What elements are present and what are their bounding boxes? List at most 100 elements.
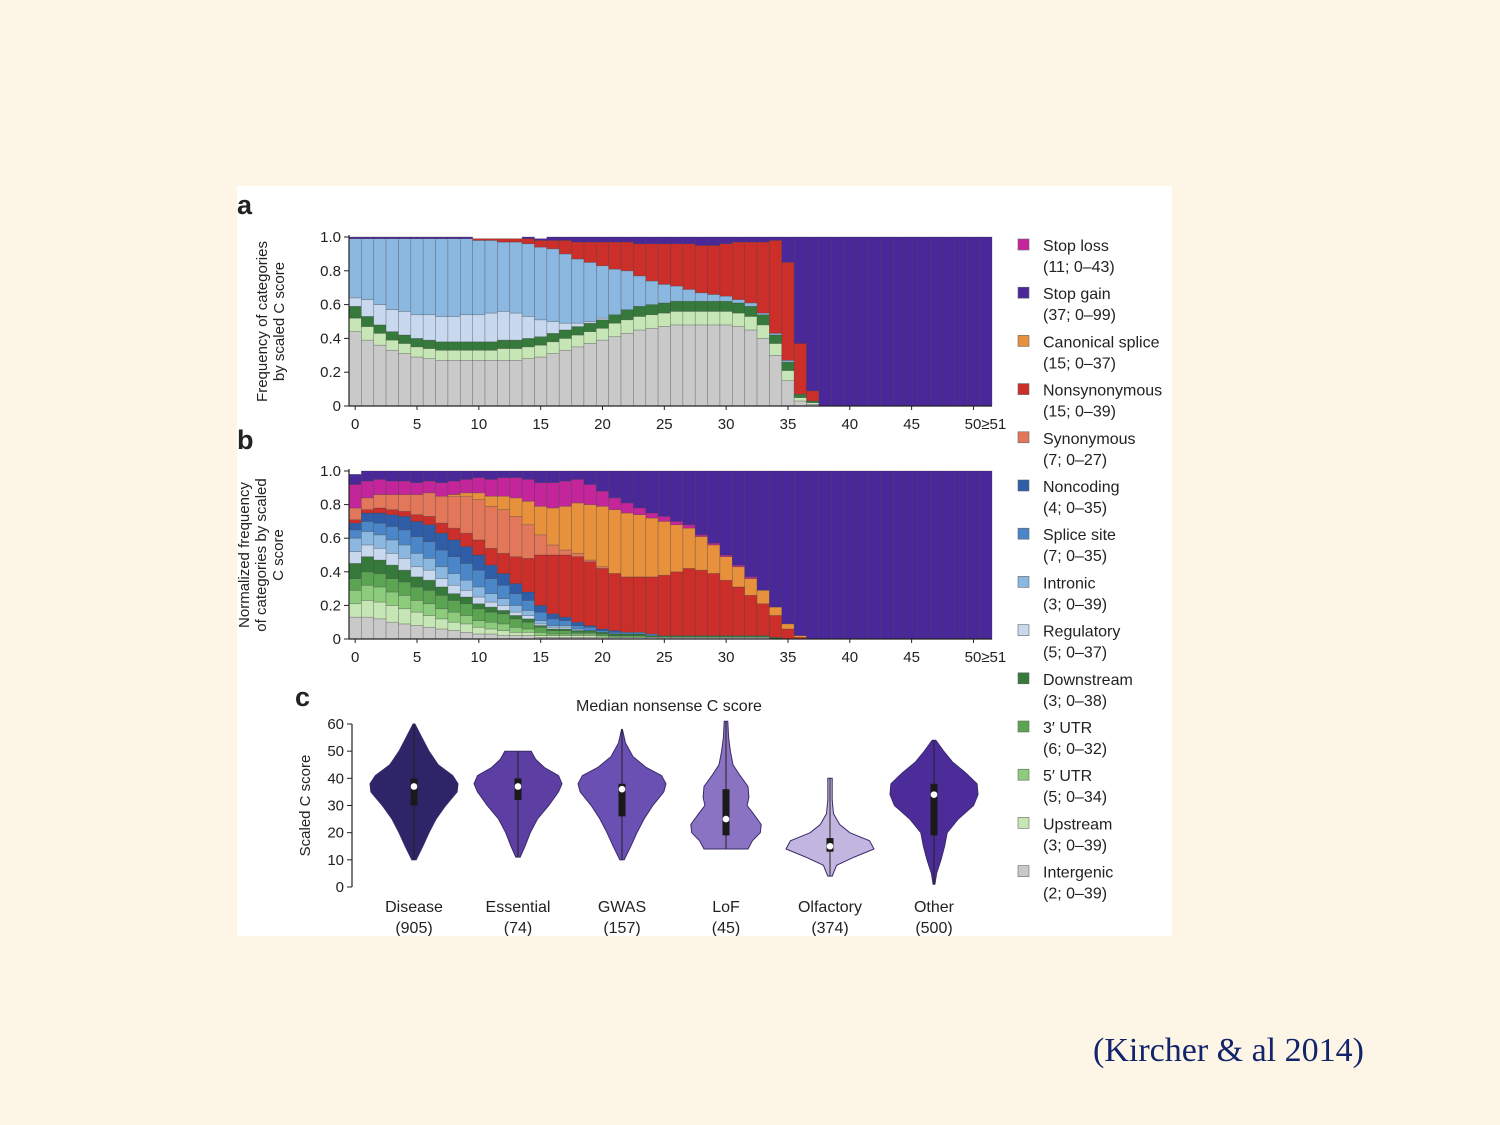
bar-segment-nonsynonymous [781,262,795,361]
bar-segment-downstream [583,322,597,332]
bar-segment-noncoding [571,621,585,626]
bar-segment-stop_gain [546,236,560,241]
bar-segment-stop_loss [435,482,449,497]
bar-segment-intronic [558,253,572,324]
bar-segment-stop_gain [497,470,511,479]
bar-segment-upstream [633,316,647,331]
bar-segment-upstream [373,601,387,620]
bar-segment-nonsynonymous [620,241,634,272]
x-tick-label: 45 [903,416,920,433]
bar-segment-stop_gain [385,236,399,239]
y-tick-label: 0.2 [320,597,341,614]
bar-segment-stop_loss [348,484,362,509]
bar-segment-downstream [410,338,424,348]
bar-segment-downstream [348,563,362,579]
bar-segment-noncoding [385,514,399,527]
bar-segment-stop_gain [979,236,993,407]
bar-segment-noncoding [534,605,548,613]
bar-segment-intergenic [435,628,449,640]
bar-segment-downstream [558,329,572,339]
legend-swatch-splice_site [1017,527,1030,540]
bar-segment-nonsynonymous [546,240,560,250]
bar-segment-nonsynonymous [732,241,745,300]
bar-segment-canonical_splice [620,512,634,578]
bar-segment-downstream [459,596,473,605]
bar-segment-stop_gain [348,474,362,485]
bar-segment-nonsynonymous [361,509,375,514]
group-label: GWAS [598,899,646,916]
bar-segment-stop_gain [756,236,770,243]
violin-median-dot [514,783,522,790]
bar-segment-regulatory [534,319,548,338]
citation-text: (Kircher & al 2014) [1093,1032,1364,1069]
bar-segment-nonsynonymous [422,516,436,526]
bar-segment-utr5 [348,589,362,605]
bar-segment-noncoding [435,532,449,551]
bar-segment-stop_gain [410,236,424,239]
bar-segment-regulatory [447,316,461,343]
bar-segment-nonsynonymous [769,615,783,638]
bar-segment-canonical_splice [732,566,745,588]
bar-segment-utr3 [546,630,560,635]
bar-segment-upstream [472,349,486,361]
bar-segment-upstream [385,339,399,351]
x-tick-label: 40 [841,649,858,666]
bar-segment-stop_gain [645,236,659,245]
bar-segment-stop_gain [843,470,857,640]
bar-segment-intronic [546,248,560,322]
x-tick-label: 20 [594,649,611,666]
bar-segment-upstream [435,618,449,630]
y-tick-label: 0.6 [320,297,341,314]
violin-median-dot [826,842,834,850]
bar-segment-canonical_splice [521,500,535,526]
bar-segment-stop_gain [892,470,906,640]
bar-segment-stop_gain [398,470,412,482]
y-tick-label: 0 [333,398,341,415]
bar-segment-nonsynonymous [497,553,511,574]
bar-segment-stop_gain [422,236,436,239]
legend-detail: (3; 0–39) [1043,837,1107,854]
bar-segment-utr5 [484,621,498,630]
bar-segment-synonymous [558,549,572,556]
bar-segment-utr5 [447,611,461,623]
legend-detail: (5; 0–34) [1043,789,1107,806]
bar-segment-intergenic [373,344,387,407]
bar-segment-upstream [521,631,535,636]
bar-segment-nonsynonymous [682,243,696,290]
y-tick-label: 0.2 [320,364,341,381]
bar-segment-stop_gain [348,236,362,239]
violin-median-dot [410,783,418,790]
bar-segment-noncoding [472,554,486,571]
bar-segment-utr3 [534,626,548,633]
legend-label: Downstream [1043,672,1133,689]
bar-segment-downstream [398,334,412,344]
bar-segment-stop_loss [682,524,696,529]
bar-segment-stop_gain [732,470,745,566]
bar-segment-intergenic [398,353,412,407]
bar-segment-downstream [608,314,622,324]
bar-segment-utr3 [558,630,572,635]
bar-segment-canonical_splice [645,517,659,578]
bar-segment-noncoding [361,512,375,522]
bar-segment-utr5 [373,586,387,603]
bar-segment-stop_gain [756,470,770,591]
bar-segment-intronic [447,238,461,317]
bar-segment-stop_gain [620,470,634,504]
bar-segment-stop_gain [633,236,647,245]
bar-segment-intergenic [509,360,523,407]
bar-segment-nonsynonymous [793,343,807,395]
x-tick-label: 25 [656,649,673,666]
bar-segment-stop_loss [546,482,560,509]
group-count-label: (500) [915,920,952,936]
bar-segment-downstream [596,319,609,329]
bar-segment-regulatory [472,314,486,343]
bar-segment-stop_gain [855,236,869,407]
x-tick-label: 50≥51 [965,416,1007,433]
bar-segment-canonical_splice [534,505,548,536]
bar-segment-upstream [781,370,795,381]
bar-segment-splice_site [422,541,436,559]
bar-segment-utr5 [459,615,473,625]
bar-segment-downstream [509,339,523,349]
bar-segment-intergenic [422,358,436,407]
bar-segment-canonical_splice [719,556,733,581]
